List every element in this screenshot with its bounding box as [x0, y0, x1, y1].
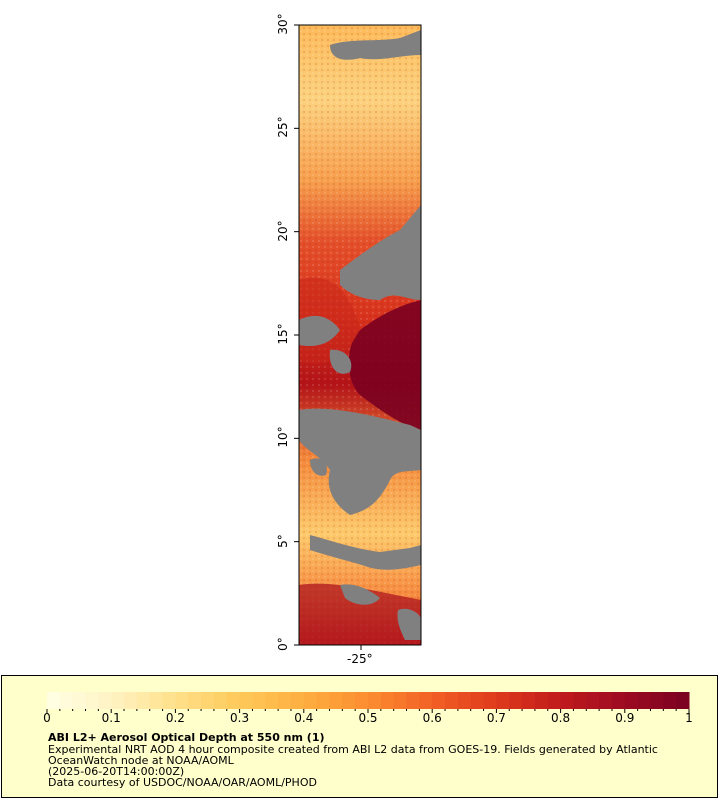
colorbar-tick-label: 0.4: [294, 711, 314, 725]
colorbar-tick-label: 0.5: [358, 711, 378, 725]
dust-plume: [348, 300, 421, 430]
colorbar-tick-label: 0.9: [615, 711, 635, 725]
latitude-tick-label: 10°: [276, 426, 290, 448]
colorbar-tick-label: 0: [43, 711, 51, 725]
map-area: 30° 25° 20° 15° 10° 5° 0° -25°: [276, 13, 422, 666]
latitude-tick-label: 30°: [276, 13, 290, 35]
latitude-tick-label: 0°: [276, 637, 290, 651]
legend-credit: Data courtesy of USDOC/NOAA/OAR/AOML/PHO…: [48, 776, 317, 789]
colorbar-tick-label: 0.6: [422, 711, 442, 725]
colorbar-tick-label: 0.3: [230, 711, 250, 725]
colorbar-tick-label: 0.1: [101, 711, 121, 725]
legend-title: ABI L2+ Aerosol Optical Depth at 550 nm …: [48, 731, 325, 744]
colorbar-tick-label: 0.2: [165, 711, 185, 725]
legend-timestamp: (2025-06-20T14:00:00Z): [48, 765, 185, 778]
longitude-tick-label: -25°: [347, 652, 373, 666]
no-data-regions: [299, 30, 421, 640]
aod-map: [294, 24, 422, 650]
latitude-tick-label: 25°: [276, 116, 290, 138]
latitude-tick-label: 20°: [276, 220, 290, 242]
latitude-tick-label: 5°: [276, 533, 290, 548]
latitude-tick-label: 15°: [276, 323, 290, 345]
colorbar-tick-label: 0.8: [551, 711, 571, 725]
high-aod-region-south: [299, 583, 421, 645]
legend-description-continued: OceanWatch node at NOAA/AOML: [48, 754, 234, 767]
colorbar-tick-label: 1: [685, 711, 693, 725]
latitude-ticks: [294, 24, 299, 646]
colorbar-tick-label: 0.7: [486, 711, 506, 725]
legend-description: Experimental NRT AOD 4 hour composite cr…: [48, 743, 658, 756]
